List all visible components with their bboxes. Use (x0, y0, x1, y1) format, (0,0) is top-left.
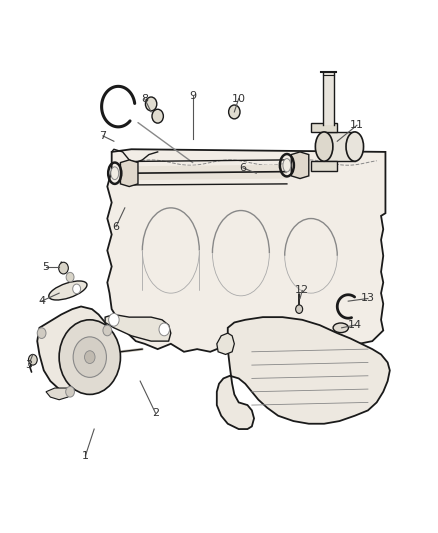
Polygon shape (324, 132, 355, 161)
Text: 1: 1 (82, 451, 89, 461)
Polygon shape (323, 72, 334, 125)
Circle shape (59, 262, 68, 274)
Circle shape (109, 313, 119, 326)
Circle shape (73, 284, 81, 294)
Ellipse shape (283, 159, 291, 172)
Circle shape (66, 386, 74, 397)
Circle shape (85, 351, 95, 364)
Circle shape (296, 305, 303, 313)
Text: 9: 9 (189, 91, 196, 101)
Polygon shape (37, 306, 112, 392)
Circle shape (37, 328, 46, 338)
Text: 3: 3 (25, 360, 32, 370)
Circle shape (229, 105, 240, 119)
Circle shape (145, 97, 157, 111)
Text: 13: 13 (361, 294, 375, 303)
Circle shape (59, 320, 120, 394)
Circle shape (28, 354, 37, 365)
Text: 2: 2 (152, 408, 159, 418)
Circle shape (66, 272, 74, 282)
Polygon shape (291, 152, 309, 179)
Text: 8: 8 (141, 94, 148, 103)
Polygon shape (107, 149, 385, 352)
Circle shape (159, 323, 170, 336)
Text: 7: 7 (99, 131, 106, 141)
Text: 5: 5 (42, 262, 49, 271)
Ellipse shape (346, 132, 364, 161)
Text: 14: 14 (348, 320, 362, 330)
Polygon shape (46, 388, 72, 400)
Text: 10: 10 (232, 94, 246, 103)
Polygon shape (120, 160, 138, 187)
Circle shape (73, 337, 106, 377)
Text: 4: 4 (38, 296, 45, 306)
Polygon shape (311, 161, 337, 171)
Text: 12: 12 (295, 286, 309, 295)
Polygon shape (311, 123, 337, 132)
Ellipse shape (111, 167, 119, 180)
Ellipse shape (333, 323, 349, 333)
Polygon shape (217, 317, 390, 429)
Circle shape (103, 325, 112, 336)
Text: 11: 11 (350, 120, 364, 130)
Polygon shape (217, 333, 234, 354)
Ellipse shape (49, 281, 87, 300)
Polygon shape (105, 314, 171, 341)
Text: 6: 6 (113, 222, 120, 231)
Circle shape (152, 109, 163, 123)
Ellipse shape (315, 132, 333, 161)
Text: 6: 6 (240, 163, 247, 173)
